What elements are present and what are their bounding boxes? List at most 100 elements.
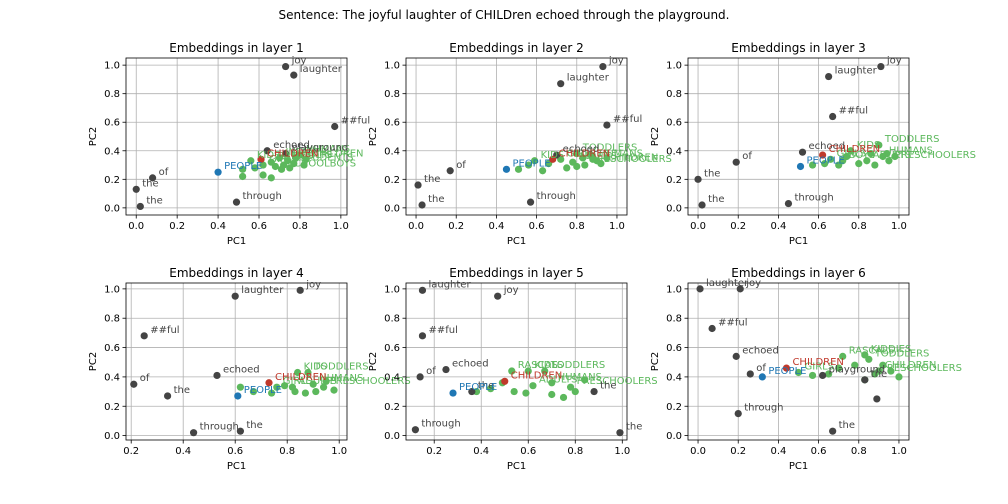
y-tick-label: 0.0 bbox=[384, 203, 400, 214]
y-tick-label: 0.2 bbox=[384, 175, 400, 186]
x-tick-label: 0.8 bbox=[851, 221, 867, 232]
point-label: HUMANS bbox=[558, 372, 602, 383]
data-point bbox=[851, 361, 859, 369]
axes-frame bbox=[405, 57, 628, 216]
data-point bbox=[282, 62, 290, 71]
chart-title: Embeddings in layer 4 bbox=[169, 266, 303, 280]
data-point bbox=[587, 151, 595, 159]
point-label: GIRLS bbox=[567, 148, 597, 159]
data-point bbox=[522, 389, 530, 397]
chart-title: Embeddings in layer 1 bbox=[169, 41, 303, 55]
data-point bbox=[136, 202, 144, 211]
point-label: ADULTS bbox=[873, 150, 912, 161]
data-point bbox=[616, 429, 624, 437]
data-point bbox=[539, 167, 547, 175]
data-point bbox=[330, 386, 338, 394]
data-point bbox=[309, 380, 317, 388]
data-point bbox=[603, 154, 611, 162]
point-label: KIDS bbox=[257, 150, 281, 161]
point-label: PEOPLE bbox=[244, 385, 282, 396]
y-tick-label: 0.8 bbox=[104, 314, 120, 325]
point-label: of bbox=[140, 373, 150, 384]
data-point bbox=[581, 376, 589, 384]
point-label: GIRLS bbox=[269, 154, 299, 165]
chart-panel-5: 0.2 0.4 0.6 0.8 1.0 0.0 0.2 0.4 0.6 0.8 1.0 Embeddi… bbox=[368, 266, 658, 472]
data-point bbox=[877, 62, 885, 71]
data-point bbox=[418, 286, 427, 294]
x-tick-label: 0.2 bbox=[730, 221, 746, 232]
x-axis-label: PC1 bbox=[789, 236, 808, 247]
data-point bbox=[694, 175, 702, 183]
data-point bbox=[214, 168, 222, 176]
data-point bbox=[871, 161, 879, 169]
data-point bbox=[796, 162, 805, 171]
data-point bbox=[734, 409, 742, 418]
x-tick-label: 0.8 bbox=[851, 446, 867, 457]
x-tick-label: 0.4 bbox=[210, 221, 226, 232]
data-point bbox=[825, 370, 833, 378]
y-tick-label: 0.6 bbox=[104, 118, 120, 129]
data-point bbox=[875, 141, 883, 149]
x-tick-label: 0.4 bbox=[488, 221, 504, 232]
point-label: through bbox=[537, 191, 576, 202]
data-point bbox=[819, 151, 827, 159]
data-point bbox=[132, 185, 140, 193]
x-tick-label: 0.8 bbox=[279, 446, 295, 457]
y-tick-label: 1.0 bbox=[666, 61, 682, 72]
y-axis-label: PC2 bbox=[368, 127, 379, 146]
data-point bbox=[418, 201, 426, 209]
data-point bbox=[819, 371, 827, 380]
x-tick-label: 0.4 bbox=[473, 446, 489, 457]
data-point bbox=[275, 154, 284, 162]
point-label: RASCALS bbox=[849, 345, 894, 356]
chart-panel-2: 0.0 0.2 0.4 0.6 0.8 1.0 0.0 0.2 0.4 0.6 0.8 1.0 Embe… bbox=[368, 41, 672, 247]
y-tick-label: 0.4 bbox=[666, 372, 682, 383]
point-label: ##ful bbox=[613, 114, 642, 125]
point-label: CHILDREN bbox=[275, 372, 326, 383]
point-label: PRESCHOOLERS bbox=[330, 376, 411, 387]
data-point bbox=[320, 383, 328, 391]
data-point bbox=[279, 161, 288, 169]
data-point bbox=[442, 365, 450, 374]
data-point bbox=[573, 162, 581, 171]
point-label: the bbox=[428, 194, 444, 205]
data-point bbox=[825, 72, 833, 81]
x-tick-label: 0.8 bbox=[569, 221, 585, 232]
data-point bbox=[698, 201, 706, 209]
data-point bbox=[263, 147, 271, 155]
point-label: the bbox=[142, 178, 158, 189]
y-tick-label: 0.2 bbox=[666, 175, 682, 186]
x-tick-label: 0.4 bbox=[770, 221, 786, 232]
x-tick-label: 0.2 bbox=[730, 446, 746, 457]
point-label: the bbox=[174, 385, 190, 396]
data-point bbox=[130, 380, 138, 388]
point-label: KIDS bbox=[541, 150, 565, 161]
data-point bbox=[563, 164, 571, 172]
data-point bbox=[871, 370, 879, 378]
point-label: of bbox=[426, 366, 436, 377]
data-point bbox=[883, 150, 891, 158]
x-tick-label: 1.0 bbox=[331, 446, 347, 457]
y-tick-label: 0.6 bbox=[666, 343, 682, 354]
point-label: KIDDIES bbox=[871, 344, 912, 355]
y-tick-label: 1.0 bbox=[104, 284, 120, 295]
data-point bbox=[312, 387, 320, 396]
data-point bbox=[514, 165, 523, 173]
point-label: TODDLERS bbox=[313, 362, 369, 373]
point-label: ADULTS bbox=[298, 376, 337, 387]
point-label: PEOPLE bbox=[512, 158, 550, 169]
point-label: echoed bbox=[742, 345, 779, 356]
data-point bbox=[524, 367, 532, 375]
y-tick-label: 0.2 bbox=[104, 175, 120, 186]
point-label: PRESCHOOLERS bbox=[881, 363, 962, 374]
data-point bbox=[548, 390, 556, 399]
point-label: KIDS bbox=[534, 360, 558, 371]
point-label: of bbox=[742, 151, 752, 162]
point-label: ADULTS bbox=[539, 375, 578, 386]
x-axis-label: PC1 bbox=[507, 236, 526, 247]
data-point bbox=[149, 174, 157, 182]
point-label: the bbox=[600, 381, 616, 392]
point-label: CHILDREN bbox=[885, 360, 936, 371]
axes-frame bbox=[687, 57, 910, 216]
point-label: HUMANS bbox=[599, 148, 643, 159]
